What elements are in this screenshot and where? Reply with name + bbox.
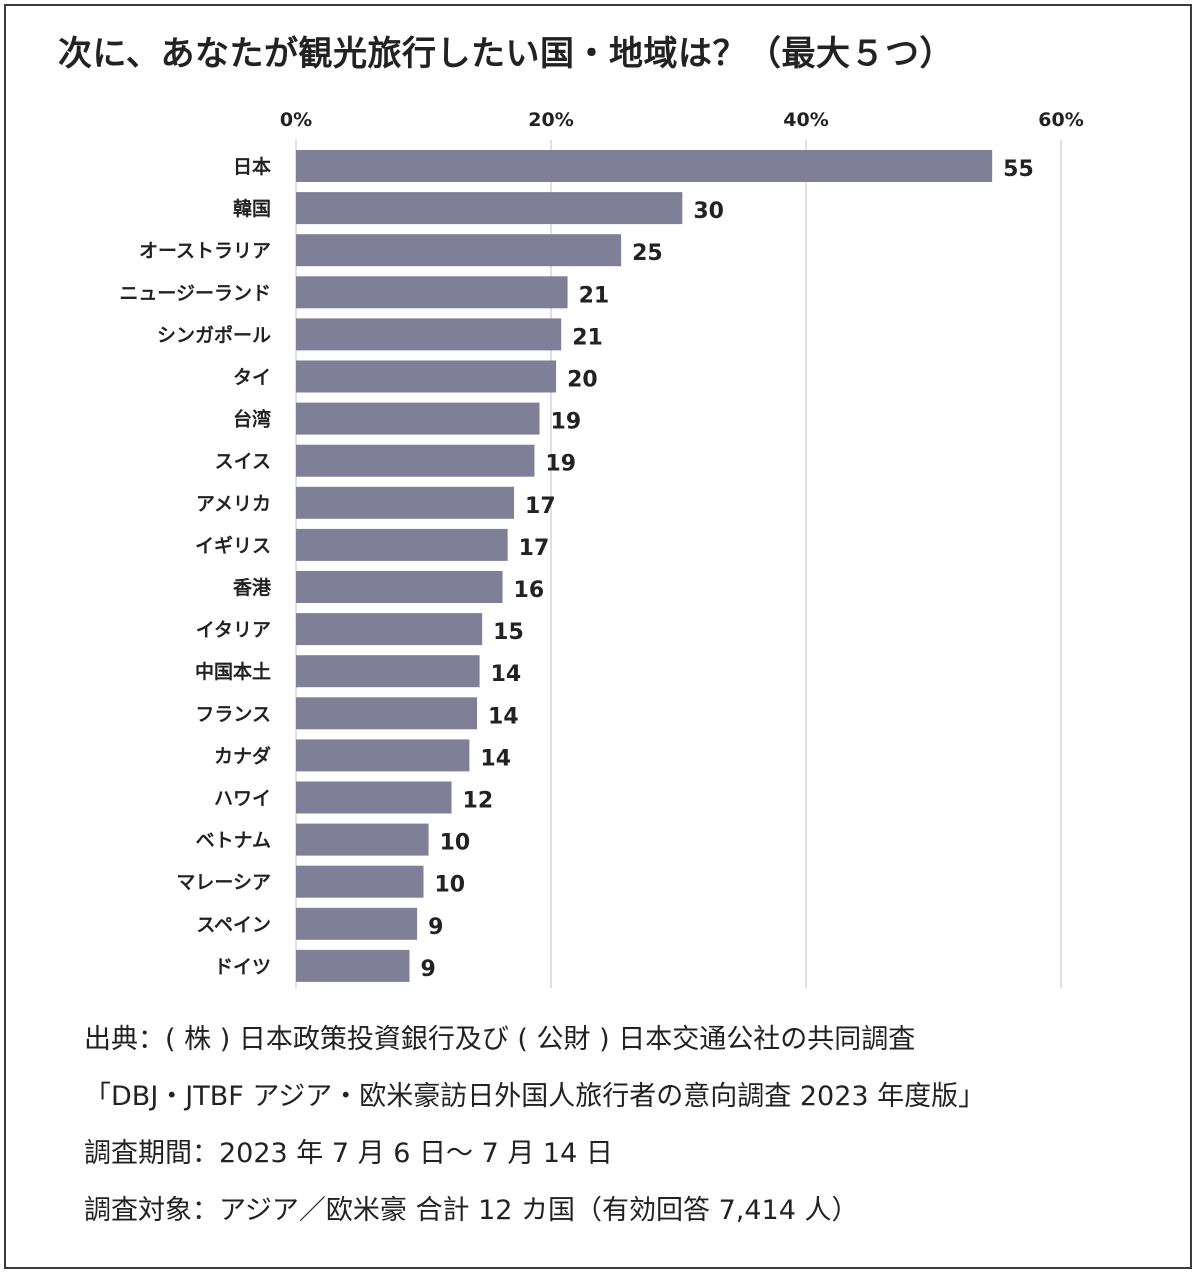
value-label-18: 9 bbox=[428, 915, 443, 940]
category-label-16: ベトナム bbox=[196, 830, 271, 852]
value-label-4: 21 bbox=[572, 325, 603, 350]
x-tick-label-0: 0% bbox=[280, 109, 312, 131]
bar-4 bbox=[296, 318, 562, 351]
value-label-11: 15 bbox=[493, 620, 524, 645]
bar-7 bbox=[296, 444, 535, 477]
value-label-6: 19 bbox=[551, 410, 582, 435]
survey-target-note: 調査対象：アジア／欧米豪 合計 12 カ国（有効回答 7,414 人） bbox=[84, 1195, 859, 1226]
bar-13 bbox=[296, 697, 478, 730]
value-label-0: 55 bbox=[1003, 157, 1034, 182]
bar-8 bbox=[296, 486, 515, 519]
value-label-2: 25 bbox=[632, 241, 663, 266]
value-label-16: 10 bbox=[440, 831, 471, 856]
value-label-15: 12 bbox=[463, 789, 494, 814]
category-label-5: タイ bbox=[233, 367, 271, 389]
value-label-1: 30 bbox=[693, 199, 724, 224]
value-label-13: 14 bbox=[488, 704, 519, 729]
category-label-6: 台湾 bbox=[233, 408, 271, 431]
category-label-4: シンガポール bbox=[157, 323, 271, 346]
bar-18 bbox=[296, 907, 418, 940]
value-label-5: 20 bbox=[567, 368, 598, 393]
category-label-0: 日本 bbox=[233, 155, 271, 178]
value-label-3: 21 bbox=[579, 283, 610, 308]
bar-16 bbox=[296, 823, 429, 856]
category-label-14: カナダ bbox=[214, 744, 271, 767]
chart-title: 次に、あなたが観光旅行したい国・地域は？（最大５つ） bbox=[58, 34, 954, 74]
category-label-13: フランス bbox=[195, 703, 271, 725]
category-label-9: イギリス bbox=[195, 535, 271, 557]
bar-12 bbox=[296, 655, 480, 688]
source-notes: 出典：( 株 ) 日本政策投資銀行及び ( 公財 ) 日本交通公社の共同調査 「… bbox=[84, 1018, 985, 1246]
bar-2 bbox=[296, 234, 622, 267]
value-label-10: 16 bbox=[514, 578, 545, 603]
bar-11 bbox=[296, 613, 483, 646]
value-label-8: 17 bbox=[525, 494, 556, 519]
x-tick-label-3: 60% bbox=[1038, 109, 1083, 131]
category-label-8: アメリカ bbox=[196, 493, 271, 515]
bar-14 bbox=[296, 739, 470, 772]
category-label-19: ドイツ bbox=[214, 956, 271, 978]
category-label-7: スイス bbox=[215, 451, 271, 473]
category-label-11: イタリア bbox=[196, 619, 271, 641]
category-label-3: ニュージーランド bbox=[119, 282, 271, 304]
x-tick-label-2: 40% bbox=[783, 109, 828, 131]
category-label-15: ハワイ bbox=[214, 788, 271, 810]
bar-chart: 0% 20% 40% 60% 日本 55 韓国 30 オーストラリア 25 ニュージーランド 21 シン… bbox=[119, 109, 1084, 988]
source-note-0: 出典：( 株 ) 日本政策投資銀行及び ( 公財 ) 日本交通公社の共同調査 bbox=[84, 1024, 916, 1055]
category-label-1: 韓国 bbox=[233, 197, 271, 220]
bar-9 bbox=[296, 528, 508, 561]
category-label-2: オーストラリア bbox=[139, 240, 271, 262]
category-label-10: 香港 bbox=[232, 577, 272, 599]
bar-6 bbox=[296, 402, 540, 435]
bar-1 bbox=[296, 192, 683, 225]
category-label-18: スペイン bbox=[196, 914, 271, 936]
bar-3 bbox=[296, 276, 568, 309]
x-tick-label-1: 20% bbox=[528, 109, 573, 131]
survey-period-note: 調査期間：2023 年 7 月 6 日～ 7 月 14 日 bbox=[84, 1138, 613, 1169]
value-label-19: 9 bbox=[420, 957, 435, 982]
bar-5 bbox=[296, 360, 557, 393]
value-label-14: 14 bbox=[480, 746, 511, 771]
bar-0 bbox=[296, 150, 993, 182]
category-label-17: マレーシア bbox=[176, 872, 271, 894]
value-label-7: 19 bbox=[545, 452, 576, 477]
value-label-17: 10 bbox=[435, 873, 466, 898]
value-label-12: 14 bbox=[491, 662, 522, 687]
value-label-9: 17 bbox=[519, 536, 550, 561]
bar-17 bbox=[296, 865, 424, 898]
source-note-1: 「DBJ・JTBF アジア・欧米豪訪日外国人旅行者の意向調査 2023 年度版」 bbox=[84, 1081, 986, 1112]
bar-15 bbox=[296, 781, 452, 814]
bar-19 bbox=[296, 949, 410, 982]
bar-10 bbox=[296, 571, 503, 603]
category-label-12: 中国本土 bbox=[195, 660, 271, 683]
